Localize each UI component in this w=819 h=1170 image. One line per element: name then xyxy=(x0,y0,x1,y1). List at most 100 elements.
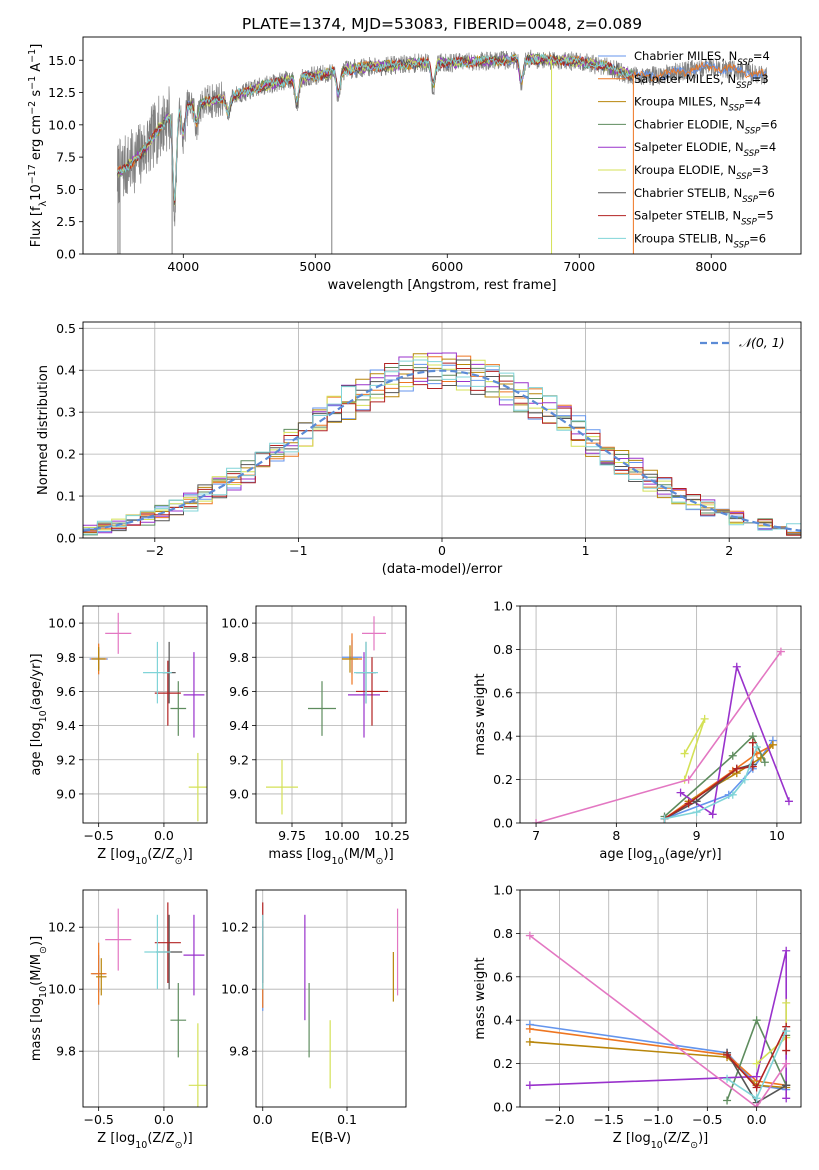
mass-weight-marker xyxy=(532,819,541,823)
y-tick-label: 9.0 xyxy=(229,786,249,801)
x-axis-label: Z [log10(Z/Z⊙)] xyxy=(613,1131,708,1151)
spectrum-plot-area xyxy=(116,49,767,254)
y-tick-label: 9.8 xyxy=(56,1044,76,1059)
mass-weight-marker xyxy=(728,790,737,799)
legend-entry: Kroupa MILES, NSSP=4 xyxy=(634,95,761,114)
x-tick-label: 0.0 xyxy=(253,1112,273,1127)
y-tick-label: 0.6 xyxy=(493,685,513,700)
y-tick-label: 9.2 xyxy=(56,752,76,767)
mass-weight-marker xyxy=(768,740,777,749)
x-tick-label: 2 xyxy=(725,543,733,558)
x-tick-label: 1 xyxy=(582,543,590,558)
legend-entry: Salpeter ELODIE, NSSP=4 xyxy=(634,140,776,159)
mass-weight-marker xyxy=(752,1059,761,1068)
y-tick-label: 0.3 xyxy=(56,405,76,420)
mass-weight-marker xyxy=(723,1050,732,1059)
y-tick-label: 0.5 xyxy=(56,321,76,336)
residuals-legend: 𝒩(0, 1) xyxy=(700,335,785,350)
y-tick-label: 9.4 xyxy=(56,718,76,733)
axes-frame xyxy=(82,36,802,255)
age-weight-panel: 7 8 9 10 0.0 0.2 0.4 0.6 0.8 1.0 age [log10(age/yr… xyxy=(473,599,802,867)
y-axis-label: mass weight xyxy=(473,957,488,1039)
y-tick-label: 15.0 xyxy=(48,53,76,68)
residuals-panel: −2 −1 0 1 2 0.0 0.1 0.2 0.3 0.4 0.5 (data-model)/er… xyxy=(36,321,802,577)
x-tick-label: −0.5 xyxy=(83,828,113,843)
legend-entry: Chabrier MILES, NSSP=4 xyxy=(634,49,770,68)
y-tick-label: 10.2 xyxy=(221,920,249,935)
mass-weight-marker xyxy=(782,1046,791,1055)
mass-weight-marker xyxy=(708,810,717,819)
mass-weight-marker xyxy=(728,751,737,760)
y-tick-label: 5.0 xyxy=(56,182,76,197)
legend-entry: Chabrier ELODIE, NSSP=6 xyxy=(634,117,777,136)
y-tick-label: 9.6 xyxy=(56,684,76,699)
x-tick-label: 5000 xyxy=(299,259,331,274)
y-tick-label: 0.4 xyxy=(493,1013,513,1028)
y-tick-label: 7.5 xyxy=(56,150,76,165)
model-spectrum-line xyxy=(116,53,634,201)
mass-weight-marker xyxy=(676,788,685,797)
axes-frame xyxy=(519,605,802,824)
axes-frame xyxy=(82,605,208,824)
x-tick-label: −0.5 xyxy=(83,1112,113,1127)
mass-weight-marker xyxy=(684,799,693,808)
mass-weight-marker xyxy=(525,1081,534,1090)
x-axis-label: wavelength [Angstrom, rest frame] xyxy=(328,278,557,293)
y-tick-label: 0.2 xyxy=(493,1056,513,1071)
y-tick-label: 10.0 xyxy=(221,982,249,997)
y-tick-label: 0.4 xyxy=(56,363,76,378)
mass-weight-marker xyxy=(752,1016,761,1025)
mass-weight-marker xyxy=(684,775,693,784)
x-tick-label: 10.00 xyxy=(324,828,360,843)
z-age-plot-area xyxy=(89,612,207,822)
mass-weight-marker xyxy=(782,1059,791,1068)
y-tick-label: 9.8 xyxy=(56,650,76,665)
y-tick-label: 0.8 xyxy=(493,642,513,657)
y-tick-label: 0.2 xyxy=(56,447,76,462)
y-tick-label: 9.2 xyxy=(229,752,249,767)
mass-weight-marker xyxy=(740,775,749,784)
mass-weight-marker xyxy=(760,758,769,767)
y-tick-label: 9.8 xyxy=(229,1044,249,1059)
mass-weight-line xyxy=(664,763,754,820)
mass-weight-marker xyxy=(752,1083,761,1092)
axes-frame xyxy=(255,605,407,824)
mass-weight-line xyxy=(529,1028,787,1087)
legend-entry: Kroupa STELIB, NSSP=6 xyxy=(634,231,766,250)
x-tick-label: −1 xyxy=(289,543,307,558)
mass-weight-marker xyxy=(700,714,709,723)
mass-weight-marker xyxy=(776,647,785,656)
mass-weight-marker xyxy=(748,738,757,747)
y-tick-label: 0.0 xyxy=(493,816,513,831)
y-tick-label: 9.8 xyxy=(229,650,249,665)
legend-entry: Salpeter MILES, NSSP=3 xyxy=(634,72,769,91)
x-tick-label: 7 xyxy=(532,828,540,843)
y-tick-label: 0.0 xyxy=(493,1100,513,1115)
mass-weight-marker xyxy=(660,814,669,823)
legend-entry: Kroupa ELODIE, NSSP=3 xyxy=(634,163,769,182)
mass-weight-marker xyxy=(782,946,791,955)
mass-weight-marker xyxy=(782,998,791,1007)
y-axis-label: Flux [fλ10−17 erg cm−2 s−1 A−1] xyxy=(26,44,48,248)
y-tick-label: 0.8 xyxy=(493,926,513,941)
axes-frame xyxy=(519,889,802,1108)
mass-weight-marker xyxy=(525,1024,534,1033)
y-tick-label: 0.0 xyxy=(56,247,76,262)
residuals-plot-area xyxy=(83,352,801,537)
x-tick-label: −2 xyxy=(146,543,164,558)
figure-title: PLATE=1374, MJD=53083, FIBERID=0048, z=0… xyxy=(242,15,642,33)
y-tick-label: 9.6 xyxy=(229,684,249,699)
z-mass-plot-area xyxy=(90,902,207,1107)
mass-weight-marker xyxy=(752,743,761,752)
mass-weight-line xyxy=(529,1023,787,1091)
y-axis-label: mass weight xyxy=(473,673,488,755)
mass-weight-marker xyxy=(692,808,701,817)
x-tick-label: 0.1 xyxy=(337,1112,357,1127)
x-tick-label: 8 xyxy=(612,828,620,843)
mass-weight-marker xyxy=(752,1103,761,1107)
x-axis-label: E(B-V) xyxy=(311,1131,351,1146)
mass-weight-marker xyxy=(525,931,534,940)
y-tick-label: 0.6 xyxy=(493,969,513,984)
mass-weight-marker xyxy=(752,1094,761,1103)
y-tick-label: 9.0 xyxy=(56,786,76,801)
